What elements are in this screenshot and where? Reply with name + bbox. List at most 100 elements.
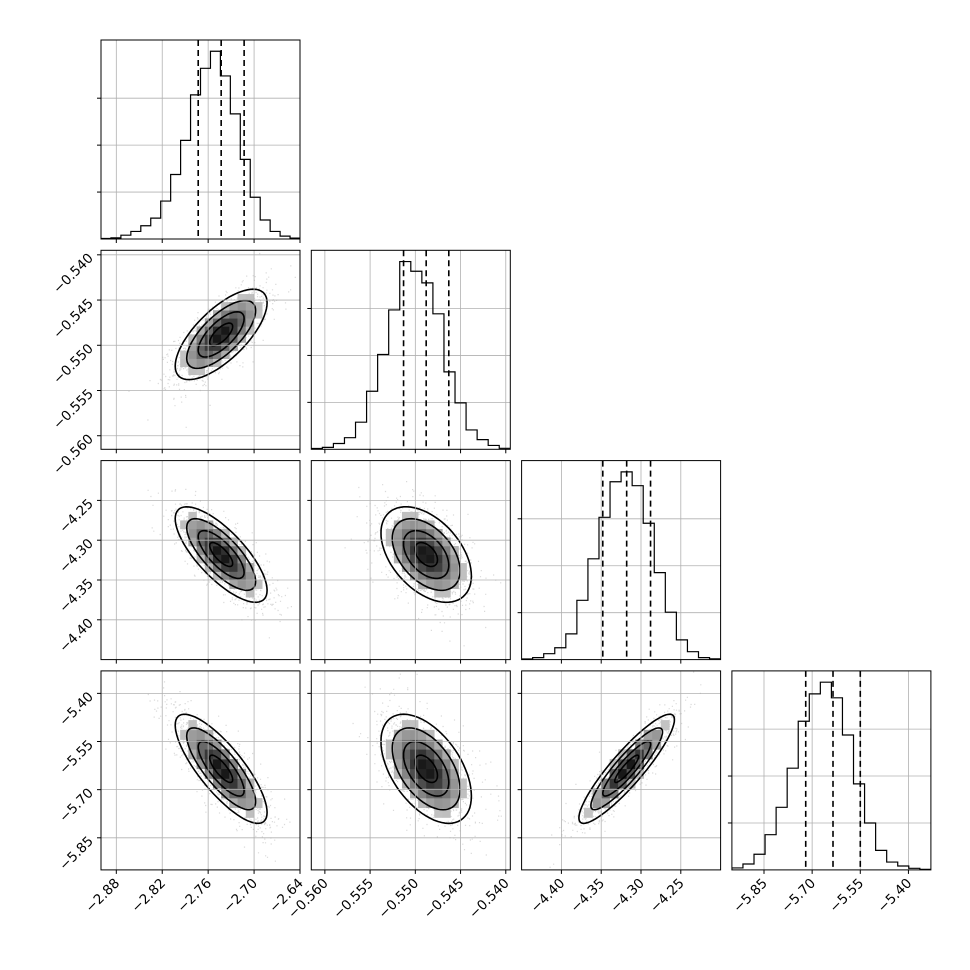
panel-3-2: −4.40 −4.35 −4.30 −4.25 [517, 670, 722, 916]
density-cell [196, 366, 206, 376]
histogram-3 [731, 681, 931, 870]
y-tick-label: −5.70 [56, 785, 97, 826]
density-cell [393, 759, 403, 770]
density-cell [442, 571, 451, 581]
density-cell [196, 520, 206, 530]
density-cell [180, 350, 189, 359]
density-cell [643, 729, 653, 740]
panel-3-1: −0.560−0.555−0.550−0.545−0.540 [285, 670, 513, 922]
contour-2-1-1 [402, 529, 450, 580]
panel-2-2 [517, 460, 722, 664]
density-cell [450, 788, 459, 799]
y-tick-label: −0.540 [50, 250, 97, 297]
density-cell [410, 739, 419, 750]
scatter-points [344, 481, 502, 647]
density-cell [442, 778, 451, 789]
density-cell [426, 768, 435, 779]
density-cell [434, 580, 443, 589]
density-cell [426, 580, 435, 589]
density-cell [434, 807, 443, 818]
density-cell [458, 563, 467, 572]
density-cell [237, 571, 247, 581]
density-3-1 [352, 673, 502, 856]
density-cell [204, 334, 214, 343]
density-cell [196, 545, 206, 555]
y-tick-label: −0.560 [50, 431, 97, 478]
density-cell [212, 537, 222, 547]
y-tick-label: −4.40 [56, 615, 97, 656]
density-cell [418, 545, 427, 555]
density-cell [401, 720, 411, 731]
density-cell [204, 350, 214, 359]
density-cell [237, 580, 247, 589]
density-cell [212, 545, 222, 555]
x-tick-label: −4.30 [607, 875, 648, 916]
contour-3-0-1 [197, 740, 245, 797]
density-cell [245, 571, 255, 581]
y-tick-label: −0.555 [50, 386, 97, 433]
density-cell [188, 342, 197, 351]
density-cell [458, 788, 467, 799]
density-cell [626, 749, 636, 760]
density-cell [180, 520, 189, 530]
contour-2-0-1 [197, 529, 245, 580]
density-cell [584, 807, 593, 818]
density-cell [426, 571, 435, 581]
contour-1-0-1 [197, 310, 245, 358]
density-cell [221, 571, 230, 581]
density-cell [188, 729, 197, 740]
x-tick-label: −5.55 [827, 875, 868, 916]
density-cell [180, 729, 189, 740]
density-cell [204, 520, 214, 530]
density-cell [212, 749, 222, 760]
density-cell [245, 310, 255, 319]
density-cell [253, 798, 263, 809]
density-cell [204, 318, 214, 327]
density-cell [245, 318, 255, 327]
density-cell [450, 563, 459, 572]
density-3-2 [549, 671, 702, 868]
panel-frame [310, 460, 511, 661]
density-cell [401, 520, 411, 530]
density-cell [418, 778, 427, 789]
density-cell [237, 768, 247, 779]
density-cell [442, 749, 451, 760]
density-cell [401, 563, 411, 572]
density-cell [204, 759, 214, 770]
density-cell [196, 759, 206, 770]
density-cell [237, 294, 247, 303]
density-cell [401, 545, 411, 555]
density-cell [221, 554, 230, 564]
panel-1-1 [307, 249, 511, 454]
density-cell [245, 798, 255, 809]
density-cell [237, 798, 247, 809]
density-cell [212, 310, 222, 319]
density-cell [393, 545, 403, 555]
density-cell [229, 342, 238, 351]
density-cell [385, 749, 395, 760]
panel-frame [731, 670, 932, 871]
density-cell [237, 554, 247, 564]
density-cell [221, 749, 230, 760]
density-cell [410, 720, 419, 731]
density-cell [401, 537, 411, 547]
density-cell [418, 768, 427, 779]
panel-frame [100, 670, 301, 871]
density-3-0 [147, 681, 291, 862]
density-cell [212, 739, 222, 750]
density-cell [410, 768, 419, 779]
contour-3-1-1 [402, 740, 450, 797]
density-2-1 [344, 481, 502, 647]
density-cell [434, 739, 443, 750]
density-cell [434, 798, 443, 809]
density-cell [237, 310, 247, 319]
density-cell [450, 759, 459, 770]
panel-frame [100, 460, 301, 661]
density-cell [204, 358, 214, 368]
density-cell [188, 350, 197, 359]
density-cell [434, 768, 443, 779]
density-cell [221, 788, 230, 799]
density-cell [229, 768, 238, 779]
density-cell [434, 778, 443, 789]
density-cell [229, 554, 238, 564]
